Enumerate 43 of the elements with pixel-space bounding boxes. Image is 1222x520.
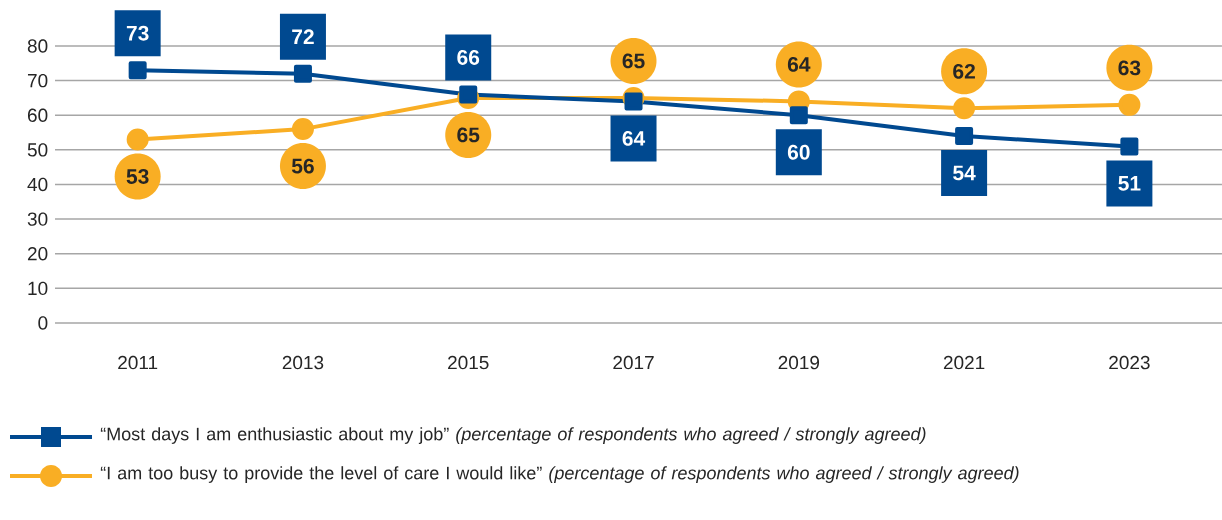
x-tick-label: 2015 [448,355,489,370]
data-label: 60 [787,144,810,160]
point [955,127,974,146]
legend-label: “I am too busy to provide the level of care I would like” (percentage of respondents who agreed / strongly agreed) [100,466,1019,483]
point [1120,137,1139,156]
data-label: 73 [126,25,149,41]
y-tick-label: 70 [27,73,48,88]
x-tick-label: 2019 [778,355,820,370]
data-label: 63 [1118,60,1141,76]
y-tick-label: 60 [27,108,48,122]
x-tick-label: 2023 [1109,355,1150,370]
point [128,61,147,80]
data-label: 56 [291,158,314,174]
y-tick-label: 0 [38,316,48,330]
point [291,118,314,141]
data-label: 65 [622,53,645,69]
y-tick-label: 80 [27,39,48,53]
x-tick-label: 2011 [118,355,158,370]
point [459,85,478,104]
x-tick-label: 2021 [943,355,985,370]
data-label: 64 [787,56,811,72]
x-tick-label: 2017 [613,355,654,370]
y-tick-label: 10 [28,281,48,296]
data-label: 64 [622,130,646,146]
point [953,97,976,120]
y-tick-label: 50 [27,143,48,157]
x-tick-label: 2013 [282,355,324,370]
data-label: 54 [953,165,976,181]
data-label: 72 [292,29,314,45]
y-tick-label: 20 [27,247,48,261]
data-label: 66 [457,50,480,65]
data-label: 53 [126,169,149,184]
data-label: 65 [457,127,480,143]
point [293,64,312,83]
point [126,128,149,151]
y-tick-label: 40 [27,177,48,192]
point [789,106,808,125]
point [624,92,643,111]
data-label: 62 [953,63,975,79]
y-tick-label: 30 [27,212,48,226]
point [1118,93,1141,116]
data-label: 51 [1118,176,1141,191]
legend-label: “Most days I am enthusiastic about my job” (percentage of respondents who agreed / strongly agreed) [100,427,926,444]
